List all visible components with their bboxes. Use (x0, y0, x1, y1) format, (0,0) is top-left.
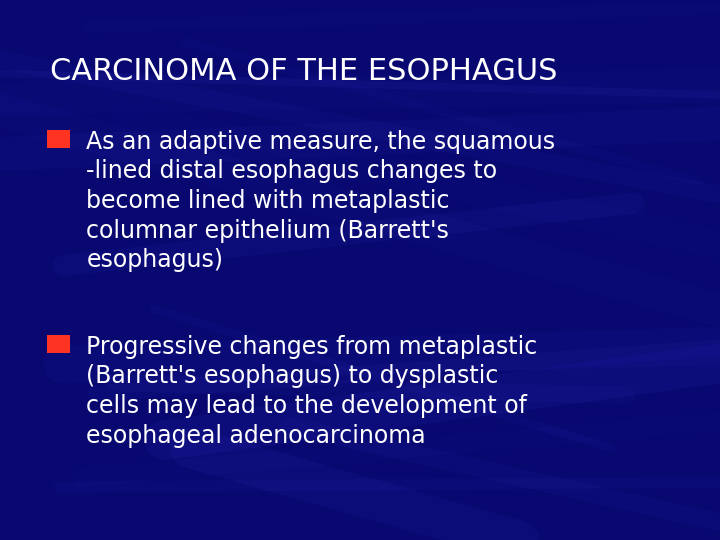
Bar (47, 130, 70, 148)
Bar (47, 335, 70, 353)
Text: As an adaptive measure, the squamous
-lined distal esophagus changes to
become l: As an adaptive measure, the squamous -li… (86, 130, 556, 272)
Text: CARCINOMA OF THE ESOPHAGUS: CARCINOMA OF THE ESOPHAGUS (50, 57, 558, 86)
Text: Progressive changes from metaplastic
(Barrett's esophagus) to dysplastic
cells m: Progressive changes from metaplastic (Ba… (86, 335, 538, 448)
